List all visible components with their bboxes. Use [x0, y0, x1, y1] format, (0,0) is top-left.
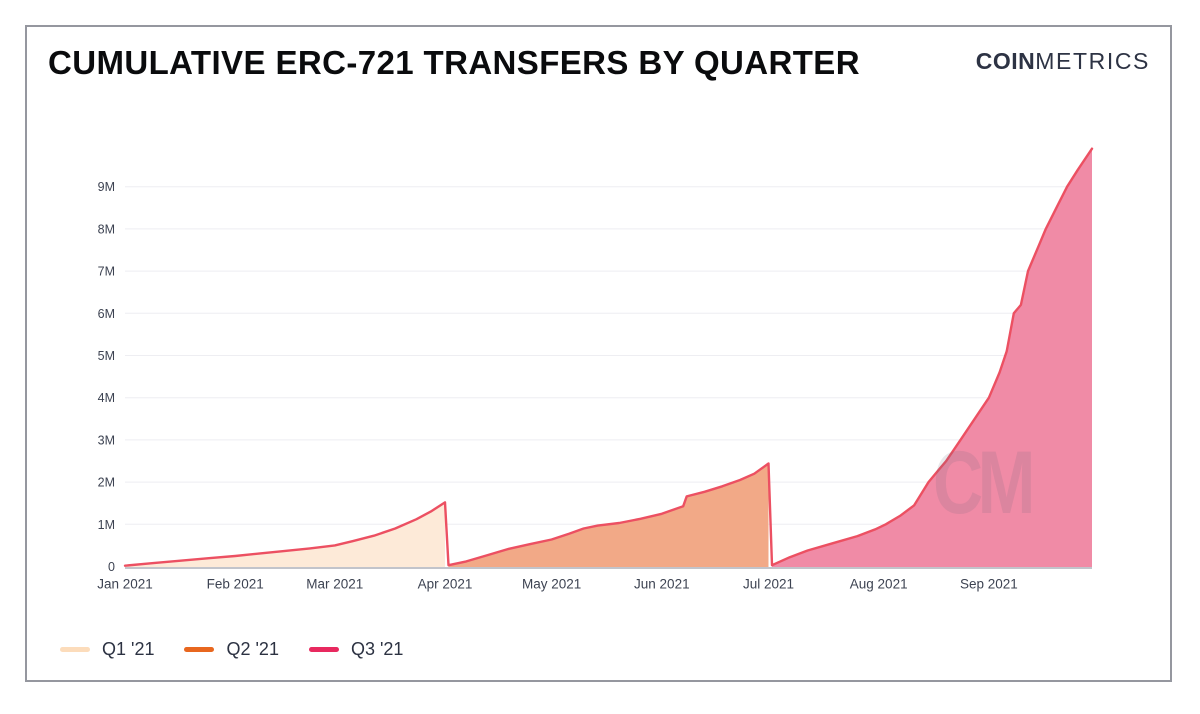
x-axis-tick-label: Apr 2021: [418, 577, 473, 592]
legend-item-q321[interactable]: Q3 '21: [308, 639, 404, 660]
x-axis-tick-label: Jul 2021: [743, 577, 794, 592]
x-axis-tick-label: Sep 2021: [960, 577, 1018, 592]
x-axis-tick-label: Jun 2021: [634, 577, 690, 592]
y-axis-tick-label: 5M: [98, 349, 115, 363]
brand-metrics: METRICS: [1035, 48, 1150, 74]
y-axis-tick-label: 6M: [98, 307, 115, 321]
legend-swatch: [308, 647, 339, 652]
chart-title: CUMULATIVE ERC-721 TRANSFERS BY QUARTER: [48, 44, 860, 81]
legend-label: Q1 '21: [102, 639, 155, 659]
legend-item-q221[interactable]: Q2 '21: [184, 639, 279, 660]
legend-swatch: [60, 647, 90, 652]
area-q221: [448, 463, 769, 567]
legend-label: Q3 '21: [350, 639, 404, 659]
area-q121: [125, 502, 445, 567]
y-axis-tick-label: 9M: [98, 180, 115, 194]
y-axis-tick-label: 3M: [98, 433, 115, 447]
legend: Q1 '21 Q2 '21 Q3 '21: [60, 639, 403, 660]
brand-coin: COIN: [975, 48, 1036, 74]
y-axis-tick-label: 2M: [98, 476, 115, 490]
x-axis-tick-label: Mar 2021: [306, 577, 363, 592]
y-axis-tick-label: 0: [108, 560, 115, 574]
x-axis-tick-label: Feb 2021: [207, 577, 264, 592]
x-axis-tick-label: Jan 2021: [97, 577, 153, 592]
area-q321: [772, 148, 1092, 567]
legend-item-q121[interactable]: Q1 '21: [60, 639, 154, 660]
x-axis-tick-label: Aug 2021: [850, 577, 908, 592]
y-axis-tick-label: 4M: [98, 391, 115, 405]
cumulative-line: [123, 147, 1094, 567]
y-axis-tick-label: 7M: [98, 265, 115, 279]
chart-card: [25, 25, 1172, 682]
brand-logo: COINMETRICS: [976, 48, 1150, 75]
legend-swatch: [184, 647, 215, 652]
y-axis-tick-label: 1M: [98, 518, 115, 532]
legend-label: Q2 '21: [226, 639, 279, 659]
x-axis-tick-label: May 2021: [522, 577, 581, 592]
y-axis-tick-label: 8M: [98, 222, 115, 236]
